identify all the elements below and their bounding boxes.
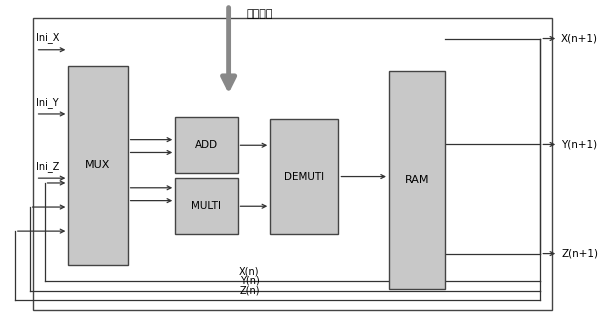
Bar — [68, 66, 128, 265]
Bar — [33, 18, 552, 310]
Text: Ini_X: Ini_X — [36, 32, 59, 43]
Text: Ini_Z: Ini_Z — [36, 161, 59, 172]
Text: Y(n): Y(n) — [240, 276, 260, 286]
Text: 状态控制: 状态控制 — [246, 9, 273, 20]
Text: RAM: RAM — [405, 175, 430, 185]
Text: Z(n): Z(n) — [239, 285, 260, 295]
Text: Y(n+1): Y(n+1) — [561, 139, 597, 150]
Text: Ini_Y: Ini_Y — [36, 97, 58, 108]
Text: MULTI: MULTI — [191, 201, 221, 211]
Bar — [270, 119, 338, 234]
Text: X(n): X(n) — [239, 266, 260, 276]
Text: X(n+1): X(n+1) — [561, 33, 598, 44]
Text: DEMUTI: DEMUTI — [284, 171, 324, 182]
Text: ADD: ADD — [195, 140, 218, 150]
Bar — [175, 117, 238, 173]
Text: Z(n+1): Z(n+1) — [561, 248, 598, 259]
Text: MUX: MUX — [85, 160, 111, 170]
Bar — [389, 71, 445, 289]
Bar — [175, 178, 238, 234]
